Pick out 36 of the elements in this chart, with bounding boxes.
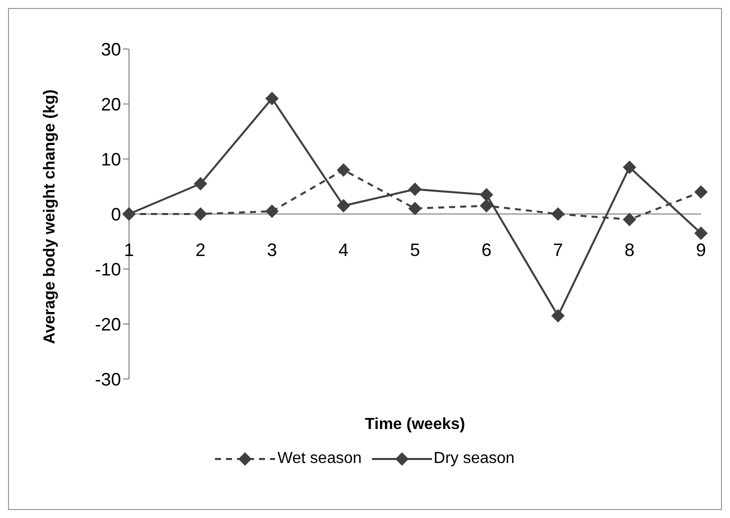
point <box>337 164 350 176</box>
point <box>337 199 350 212</box>
x-tick-label: 9 <box>696 240 706 260</box>
x-tick-label: 4 <box>338 240 349 260</box>
y-tick-label: -20 <box>94 314 121 334</box>
y-tick-label: 0 <box>110 204 121 224</box>
point <box>194 177 207 190</box>
point <box>623 213 636 226</box>
point <box>552 208 564 220</box>
point <box>694 226 708 240</box>
point <box>552 309 564 322</box>
y-tick-label: -30 <box>94 369 121 390</box>
point <box>408 182 422 196</box>
y-tick-label: 30 <box>100 39 121 60</box>
point <box>480 199 493 212</box>
x-tick-label: 1 <box>124 240 134 260</box>
y-tick-label: 20 <box>100 94 121 114</box>
x-tick-label: 8 <box>624 240 635 260</box>
point <box>266 92 278 105</box>
x-tick-label: 3 <box>266 240 278 260</box>
point <box>623 160 636 174</box>
y-tick-label: 10 <box>100 149 121 170</box>
legend-label: Wet season <box>277 450 362 468</box>
x-tick-label: 2 <box>195 240 206 260</box>
point <box>194 208 207 220</box>
point <box>480 188 493 202</box>
x-tick-label: 7 <box>552 240 564 260</box>
y-axis-title: Average body weight change (kg) <box>42 89 59 344</box>
point <box>266 204 278 218</box>
point <box>408 202 422 215</box>
legend-label: Dry season <box>434 450 515 468</box>
x-tick-label: 5 <box>410 240 420 260</box>
x-axis-title: Time (weeks) <box>364 416 466 433</box>
point <box>694 186 708 198</box>
y-tick-label: -10 <box>94 259 121 280</box>
x-tick-label: 6 <box>481 240 492 260</box>
